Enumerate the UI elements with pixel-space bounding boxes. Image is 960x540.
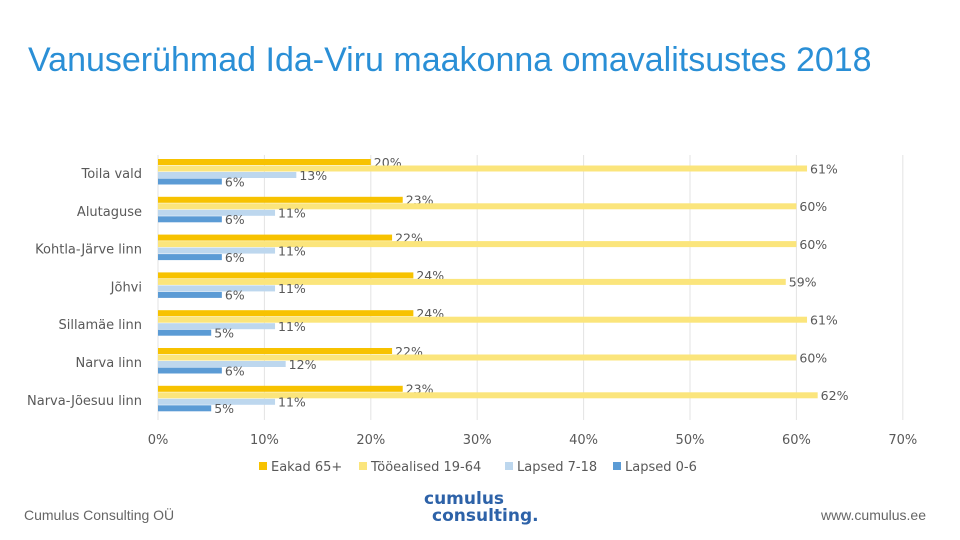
bar [158, 367, 222, 374]
bar [158, 254, 222, 261]
data-label: 59% [789, 275, 817, 290]
category-label: Kohtla-Järve linn [35, 243, 142, 258]
footer-url[interactable]: www.cumulus.ee [820, 507, 926, 523]
x-tick-label: 60% [782, 433, 811, 448]
category-label: Sillamäe linn [58, 318, 142, 333]
bar [158, 348, 393, 354]
bar [158, 316, 808, 323]
data-label: 60% [799, 237, 827, 252]
x-tick-label: 70% [888, 433, 917, 448]
bar [158, 196, 403, 203]
logo-line1: cumulus [424, 489, 505, 509]
bar [158, 209, 276, 216]
category-labels: Toila vald Alutaguse Kohtla-Järve linn Jõhv… [27, 167, 142, 409]
bar [158, 165, 808, 172]
x-tick-label: 30% [463, 433, 492, 448]
x-tick-labels: 0% 10% 20% 30% 40% 50% 60% 70% [148, 433, 918, 448]
page-title: Vanuserühmad Ida-Viru maakonna omavalits… [28, 41, 872, 79]
x-tick-label: 40% [569, 433, 598, 448]
category-label: Narva-Jõesuu linn [27, 394, 142, 409]
x-tick-label: 20% [356, 433, 385, 448]
x-tick-label: 50% [676, 433, 705, 448]
x-tick-label: 0% [148, 433, 169, 448]
data-label: 61% [810, 312, 838, 327]
legend-label: Tööealised 19-64 [370, 460, 481, 475]
category-label: Jõhvi [110, 280, 142, 295]
data-label: 13% [299, 168, 327, 183]
bar [158, 172, 297, 178]
legend-swatch [505, 462, 513, 470]
x-tick-label: 10% [250, 433, 279, 448]
bar [158, 323, 276, 330]
data-label: 12% [289, 357, 317, 372]
bar [158, 361, 286, 367]
logo-line2: consulting. [432, 506, 539, 526]
bar [158, 398, 276, 405]
category-label: Alutaguse [77, 205, 142, 220]
age-group-bar-chart: 20% 61%13%6%23% 60%11%6%22% 60%11%6%24% 59%1… [27, 155, 918, 475]
data-label: 11% [278, 206, 306, 221]
bar [158, 272, 414, 279]
data-label: 60% [799, 199, 827, 214]
legend-swatch [259, 462, 267, 470]
legend-swatch [613, 462, 621, 470]
data-label: 60% [799, 350, 827, 365]
bar [158, 216, 222, 223]
data-label: 6% [225, 363, 245, 378]
bar [158, 392, 818, 399]
footer-company: Cumulus Consulting OÜ [24, 507, 175, 523]
bar [158, 203, 797, 210]
bar [158, 354, 797, 361]
category-label: Toila vald [80, 167, 142, 182]
data-label: 11% [278, 319, 306, 334]
category-label: Narva linn [75, 356, 142, 371]
bar [158, 234, 393, 241]
bar [158, 178, 222, 185]
data-label: 11% [278, 281, 306, 296]
bar [158, 159, 371, 165]
bar [158, 285, 276, 292]
data-label: 61% [810, 161, 838, 176]
bars: 20% 61%13%6%23% 60%11%6%22% 60%11%6%24% 59%1… [158, 155, 849, 416]
data-label: 6% [225, 288, 245, 303]
legend-swatch [359, 462, 367, 470]
data-label: 5% [214, 401, 234, 416]
bar [158, 291, 222, 298]
legend-label: Eakad 65+ [271, 460, 342, 475]
bar [158, 247, 276, 254]
data-label: 6% [225, 250, 245, 265]
legend-label: Lapsed 7-18 [517, 460, 597, 475]
bar [158, 241, 797, 248]
data-label: 6% [225, 212, 245, 227]
data-label: 62% [821, 388, 849, 403]
data-label: 11% [278, 243, 306, 258]
data-label: 5% [214, 325, 234, 340]
data-label: 6% [225, 174, 245, 189]
bar [158, 310, 414, 317]
bar [158, 329, 212, 336]
company-logo: cumulus consulting. [424, 491, 539, 525]
data-label: 11% [278, 395, 306, 410]
legend-label: Lapsed 0-6 [625, 460, 697, 475]
legend: Eakad 65+ Tööealised 19-64 Lapsed 7-18 Laps… [259, 460, 697, 475]
bar [158, 278, 786, 285]
bar [158, 385, 403, 392]
bar [158, 405, 212, 412]
